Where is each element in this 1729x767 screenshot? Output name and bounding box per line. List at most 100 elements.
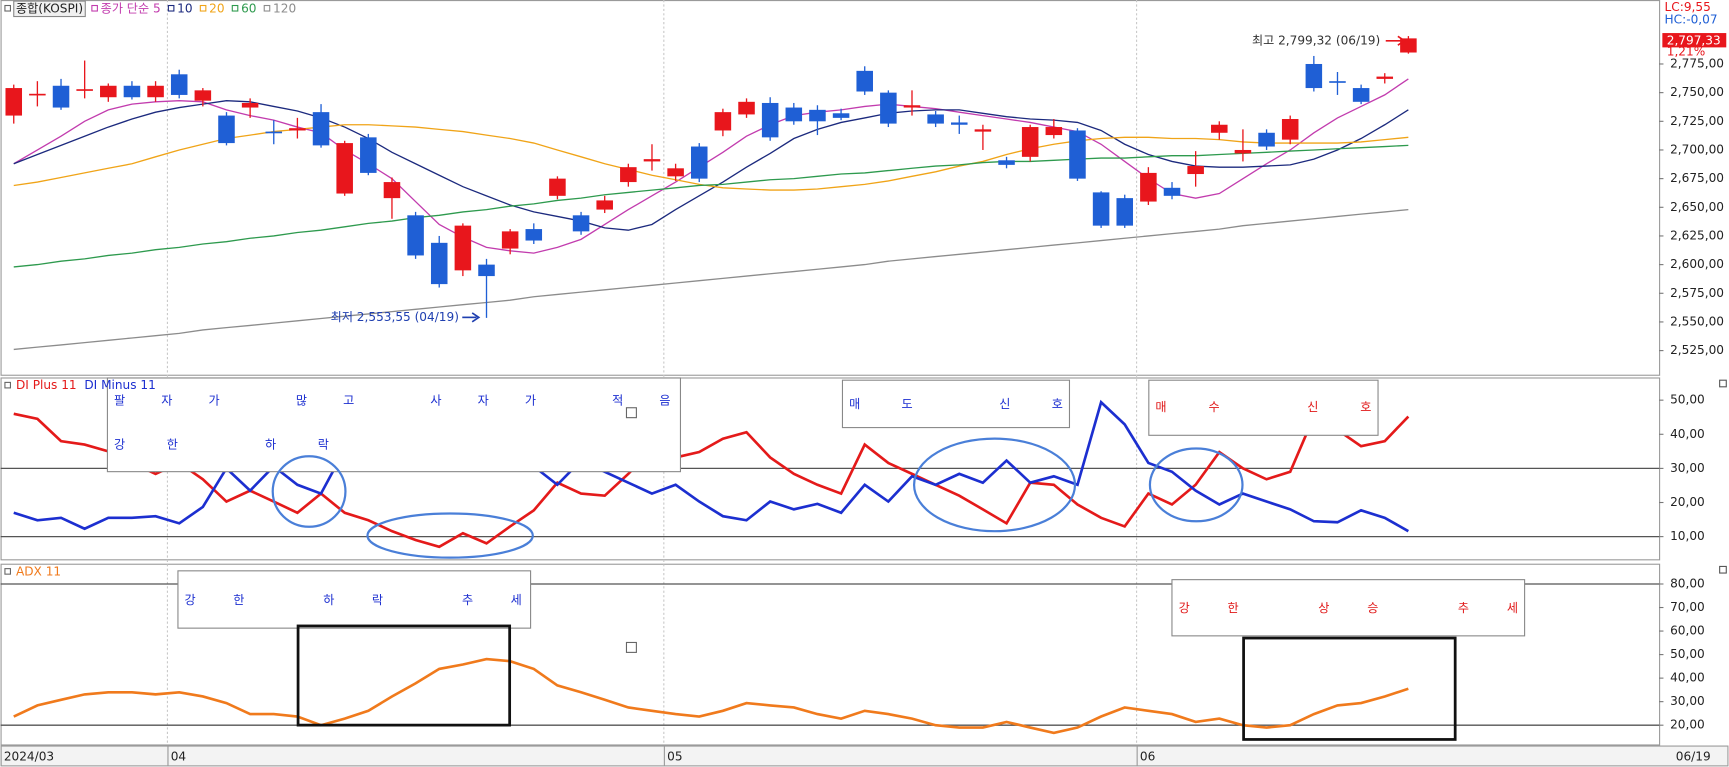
price-panel [0,0,1661,376]
candle-body [383,182,401,199]
x-tick-label: 06/19 [1676,750,1711,764]
candle-body [241,102,259,108]
y-tick-label: 2,775,00 [1670,56,1724,70]
legend-entry: 60 [241,1,256,15]
annotation-box [841,379,1071,429]
legend-swatch [167,4,175,12]
panel-button[interactable] [1719,379,1727,388]
candle-body [100,85,117,98]
candle-body [1021,127,1039,157]
candle-body [1305,63,1323,89]
series-line [13,124,1409,191]
candle-body [761,102,779,138]
candle-body [265,131,283,134]
candle-body [5,88,23,116]
legend-swatch [199,4,207,12]
candle-body [1187,166,1204,175]
x-tick-label: 04 [171,750,187,764]
candle-body [1329,81,1346,83]
y-tick-label: 2,600,00 [1670,257,1724,271]
side-label: 1,21% [1667,44,1705,58]
handle [625,641,637,653]
highlight-ellipse [271,455,347,528]
arrow-head [471,312,481,323]
annotation-box [106,377,682,473]
y-tick-label: 2,725,00 [1670,114,1724,128]
candle-body [1376,76,1394,79]
y-tick-label: 30,00 [1670,694,1705,708]
highlight-rect [296,624,512,727]
highlight-ellipse [912,437,1077,533]
annotation: 최고 2,799,32 (06/19) [1252,33,1380,47]
candle-body [454,225,472,271]
series-line [13,399,1409,533]
legend-entry: 120 [273,1,296,15]
y-tick-label: 2,550,00 [1670,314,1724,328]
annotation-box [1171,579,1526,637]
legend-title-box [13,0,86,18]
candle-body [927,114,944,124]
candle-body [856,70,873,92]
legend-entry: DI Plus 11 [16,378,77,392]
candle-body [690,146,708,179]
candle-body [1116,198,1134,226]
side-label: HC:-0,07 [1665,12,1718,26]
legend-title: 종합(KOSPI) [16,1,83,15]
annotation-box [177,570,532,629]
legend-icon [4,4,11,12]
legend-entry: 종가 단순 5 [101,1,161,15]
side-label: 2,797,33 [1667,33,1721,47]
candle-body [1258,132,1275,147]
highlight-ellipse [1148,447,1244,523]
series-line [13,412,1410,549]
candle-body [1045,127,1063,136]
candle-body [880,92,897,124]
candle-body [1234,149,1252,154]
candle-body [218,115,235,144]
series-line [13,657,1409,735]
legend-icon [4,381,11,389]
legend-icon [4,568,11,575]
candle-body [194,90,212,101]
last-price-box [1662,33,1727,48]
candle-body [1092,192,1110,226]
y-tick-label: 50,00 [1670,393,1705,407]
candle-body [1211,124,1228,133]
y-tick-label: 2,675,00 [1670,171,1724,185]
candle-body [76,89,93,91]
candle-body [1163,187,1181,196]
y-tick-label: 2,700,00 [1670,142,1724,156]
series-line [13,208,1409,351]
legend-entry: 20 [209,1,224,15]
y-tick-label: 2,750,00 [1670,85,1724,99]
legend-entry: DI Minus 11 [84,378,155,392]
candle-body [478,264,495,277]
annotation: 최저 2,553,55 (04/19) [331,310,459,324]
candle-body [620,167,637,183]
candle-body [1140,172,1157,202]
candle-body [407,215,424,256]
y-tick-label: 2,650,00 [1670,200,1724,214]
handle [625,407,637,419]
y-tick-label: 20,00 [1670,718,1705,732]
y-tick-label: 80,00 [1670,576,1705,590]
x-tick-label: 2024/03 [4,750,54,764]
candle-body [714,112,732,131]
candle-body [1352,88,1370,102]
arrow-head [1397,35,1406,46]
series-line [13,144,1409,268]
y-tick-label: 40,00 [1670,671,1705,685]
candle-body [974,129,992,132]
candle-body [738,101,755,115]
candle-body [572,215,590,232]
highlight-ellipse [366,512,534,559]
candle-body [549,178,566,196]
candle-body [809,109,826,122]
panel-button[interactable] [1719,565,1727,574]
candle-body [29,93,46,96]
candle-body [832,113,850,118]
y-tick-label: 10,00 [1670,529,1705,543]
candle-body [170,74,188,95]
y-tick-label: 2,575,00 [1670,286,1724,300]
